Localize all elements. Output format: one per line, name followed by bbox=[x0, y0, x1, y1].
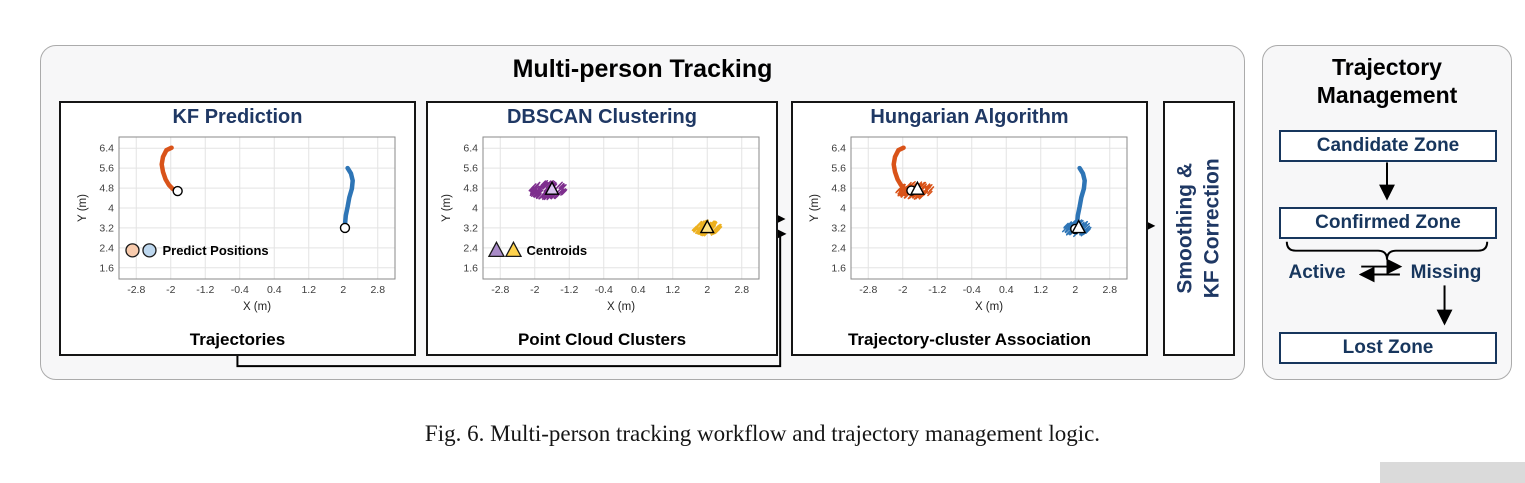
figure-caption: Fig. 6. Multi-person tracking workflow a… bbox=[424, 421, 1101, 446]
trajectory-cluster-association-label: Trajectory-cluster Association bbox=[847, 330, 1092, 349]
svg-text:-0.4: -0.4 bbox=[230, 284, 248, 296]
svg-text:5.6: 5.6 bbox=[463, 163, 478, 175]
svg-text:X (m): X (m) bbox=[242, 301, 270, 313]
svg-text:Predict Positions: Predict Positions bbox=[162, 243, 268, 258]
smoothing-kf-correction-text: Smoothing & KF Correction bbox=[1172, 158, 1227, 298]
svg-text:0.4: 0.4 bbox=[631, 284, 646, 296]
svg-text:X (m): X (m) bbox=[607, 301, 635, 313]
svg-text:Y (m): Y (m) bbox=[441, 194, 453, 222]
page-corner-artifact bbox=[1380, 462, 1525, 483]
svg-text:2.8: 2.8 bbox=[734, 284, 749, 296]
active-state-label: Active bbox=[1288, 262, 1346, 283]
svg-text:1.2: 1.2 bbox=[665, 284, 680, 296]
svg-text:-1.2: -1.2 bbox=[560, 284, 578, 296]
svg-text:4: 4 bbox=[108, 203, 114, 215]
svg-text:2: 2 bbox=[340, 284, 346, 296]
svg-text:1.2: 1.2 bbox=[1033, 284, 1048, 296]
svg-text:5.6: 5.6 bbox=[831, 163, 846, 175]
svg-text:2.4: 2.4 bbox=[831, 242, 846, 254]
svg-text:4.8: 4.8 bbox=[831, 183, 846, 195]
svg-text:0.4: 0.4 bbox=[998, 284, 1013, 296]
management-title-line2: Management bbox=[1316, 81, 1458, 108]
chart-kf-prediction: -2.8 -2 -1.2 -0.4 0.4 1.2 2 2.8 1.6 2.4 3.2 4 4.8 5.6… bbox=[77, 136, 395, 313]
svg-text:-2: -2 bbox=[530, 284, 539, 296]
trajectories-label: Trajectories bbox=[189, 330, 286, 349]
stage-hungarian-algorithm: Hungarian Algorithm -2.8 -2 -1.2 -0.4 0.4 1.2… bbox=[791, 101, 1148, 356]
svg-text:3.2: 3.2 bbox=[99, 222, 114, 234]
svg-text:-2.8: -2.8 bbox=[127, 284, 145, 296]
svg-text:1.6: 1.6 bbox=[463, 262, 478, 274]
trajectory-management-panel: Trajectory Management Candidate Zone Con… bbox=[1262, 45, 1512, 380]
dbscan-clustering-title: DBSCAN Clustering bbox=[506, 106, 697, 128]
svg-text:2.8: 2.8 bbox=[370, 284, 385, 296]
svg-text:6.4: 6.4 bbox=[831, 143, 846, 155]
candidate-zone-box: Candidate Zone bbox=[1279, 130, 1497, 162]
chart-hungarian-algorithm: -2.8 -2 -1.2 -0.4 0.4 1.2 2 2.8 1.6 2.4 3.2 4 4.8 5.6… bbox=[809, 136, 1127, 313]
kf-prediction-title: KF Prediction bbox=[172, 106, 303, 128]
svg-text:4.8: 4.8 bbox=[463, 183, 478, 195]
svg-text:4.8: 4.8 bbox=[99, 183, 114, 195]
svg-text:4: 4 bbox=[840, 203, 846, 215]
svg-text:3.2: 3.2 bbox=[831, 222, 846, 234]
lost-zone-box: Lost Zone bbox=[1279, 332, 1497, 364]
confirmed-zone-brace bbox=[1285, 241, 1489, 260]
svg-text:-2.8: -2.8 bbox=[491, 284, 509, 296]
smoothing-line1: Smoothing & bbox=[1173, 163, 1197, 294]
chart-dbscan-clustering: -2.8 -2 -1.2 -0.4 0.4 1.2 2 2.8 1.6 2.4 3.2 4 4.8 5.6… bbox=[441, 136, 760, 313]
svg-text:0.4: 0.4 bbox=[266, 284, 281, 296]
svg-text:2.8: 2.8 bbox=[1102, 284, 1117, 296]
multi-person-tracking-panel: Multi-person Tracking KF Prediction -2.8… bbox=[40, 45, 1245, 380]
svg-text:-0.4: -0.4 bbox=[595, 284, 613, 296]
stage-dbscan-clustering: DBSCAN Clustering -2.8 -2 -1.2 -0.4 0.4 1.2 2 2… bbox=[426, 101, 778, 356]
confirmed-zone-box: Confirmed Zone bbox=[1279, 207, 1497, 239]
svg-text:-2: -2 bbox=[166, 284, 175, 296]
confirmed-zone-label: Confirmed Zone bbox=[1315, 212, 1461, 233]
svg-text:-1.2: -1.2 bbox=[196, 284, 214, 296]
svg-text:Centroids: Centroids bbox=[526, 243, 587, 258]
svg-text:Y (m): Y (m) bbox=[809, 194, 821, 222]
svg-text:X (m): X (m) bbox=[974, 301, 1002, 313]
svg-text:6.4: 6.4 bbox=[99, 143, 114, 155]
smoothing-line2: KF Correction bbox=[1201, 158, 1225, 299]
svg-text:-1.2: -1.2 bbox=[928, 284, 946, 296]
svg-text:-2: -2 bbox=[898, 284, 907, 296]
svg-text:1.6: 1.6 bbox=[99, 262, 114, 274]
svg-text:1.2: 1.2 bbox=[301, 284, 316, 296]
svg-text:4: 4 bbox=[472, 203, 478, 215]
svg-text:1.6: 1.6 bbox=[831, 262, 846, 274]
svg-text:3.2: 3.2 bbox=[463, 222, 478, 234]
stage-kf-prediction: KF Prediction -2.8 -2 -1.2 -0.4 0.4 1.2 2 2.8 1.… bbox=[59, 101, 416, 356]
missing-state-label: Missing bbox=[1410, 262, 1482, 283]
svg-text:-2.8: -2.8 bbox=[859, 284, 877, 296]
point-cloud-clusters-label: Point Cloud Clusters bbox=[517, 330, 687, 349]
svg-text:5.6: 5.6 bbox=[99, 163, 114, 175]
hungarian-algorithm-title: Hungarian Algorithm bbox=[870, 106, 1069, 128]
svg-text:2.4: 2.4 bbox=[99, 242, 114, 254]
candidate-zone-label: Candidate Zone bbox=[1316, 135, 1460, 156]
panel-title: Multi-person Tracking bbox=[512, 55, 773, 83]
smoothing-kf-correction-box: Smoothing & KF Correction bbox=[1163, 101, 1235, 356]
lost-zone-label: Lost Zone bbox=[1342, 337, 1434, 358]
svg-text:-0.4: -0.4 bbox=[962, 284, 980, 296]
svg-text:Y (m): Y (m) bbox=[77, 194, 89, 222]
management-title-line1: Trajectory bbox=[1332, 54, 1442, 80]
svg-text:6.4: 6.4 bbox=[463, 143, 478, 155]
management-title: Trajectory Management bbox=[1263, 54, 1511, 109]
svg-text:2.4: 2.4 bbox=[463, 242, 478, 254]
svg-text:2: 2 bbox=[704, 284, 710, 296]
svg-text:2: 2 bbox=[1072, 284, 1078, 296]
